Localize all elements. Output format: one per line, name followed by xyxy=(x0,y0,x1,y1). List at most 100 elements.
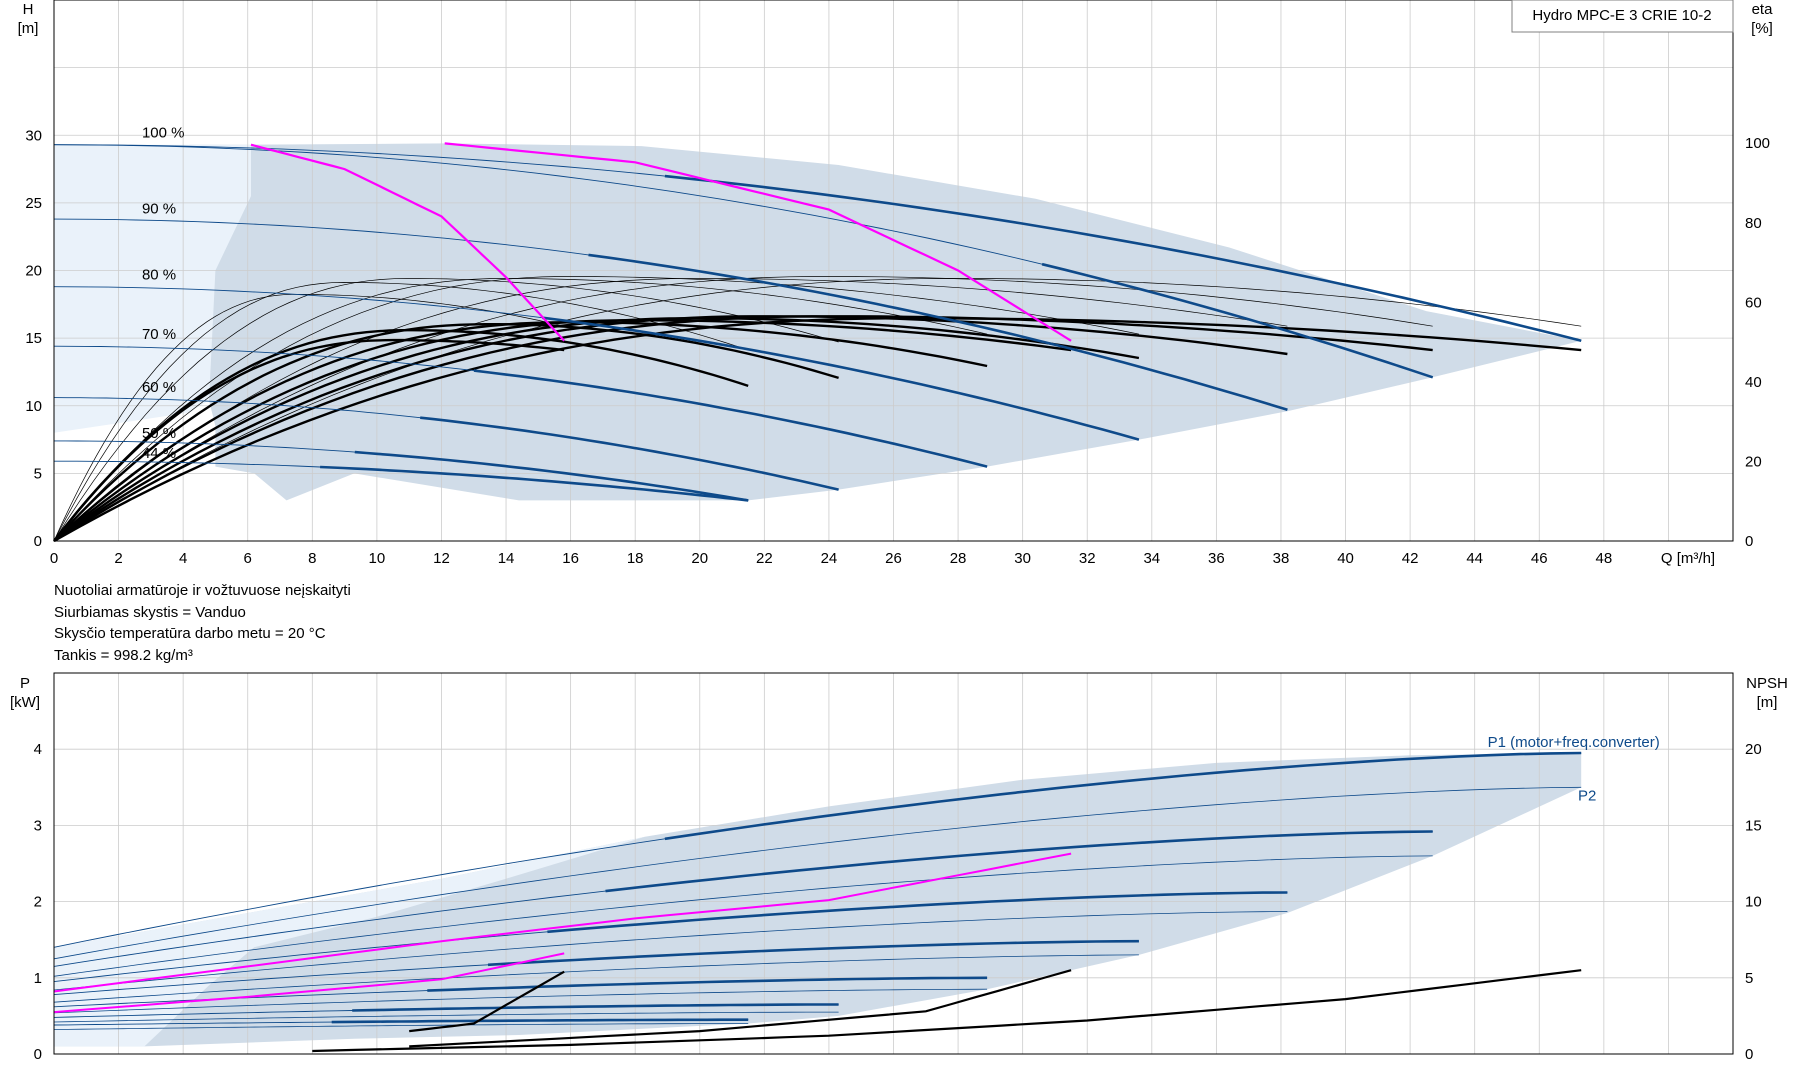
x-tick-label: 14 xyxy=(498,550,515,567)
note-line: Skysčio temperatūra darbo metu = 20 °C xyxy=(54,625,326,642)
speed-label: 70 % xyxy=(142,326,176,343)
y-tick-label: 3 xyxy=(34,817,42,834)
x-tick-label: 48 xyxy=(1596,550,1613,567)
y2-tick-label: 40 xyxy=(1745,374,1762,391)
x-tick-label: 44 xyxy=(1466,550,1483,567)
x-tick-label: 34 xyxy=(1143,550,1160,567)
p2-curve xyxy=(53,1011,839,1023)
p2-curve xyxy=(53,911,1288,991)
y-tick-label: 5 xyxy=(34,465,42,482)
p2-curve xyxy=(53,1023,749,1030)
title-box-text: Hydro MPC-E 3 CRIE 10-2 xyxy=(1532,7,1711,24)
x-tick-label: 12 xyxy=(433,550,450,567)
x-tick-label: 32 xyxy=(1079,550,1096,567)
y2-tick-label: 20 xyxy=(1745,453,1762,470)
speed-label: 60 % xyxy=(142,379,176,396)
p1-curve-operating xyxy=(331,1018,749,1024)
y-tick-label: 15 xyxy=(25,330,42,347)
y-tick-label: 0 xyxy=(34,1046,42,1063)
y2-tick-label: 0 xyxy=(1745,533,1753,550)
qh-curve-operating xyxy=(588,253,1288,412)
operating-envelope-light xyxy=(54,144,251,433)
x-tick-label: 40 xyxy=(1337,550,1354,567)
y2-tick-label: 15 xyxy=(1745,817,1762,834)
y2-axis-label: eta [%] xyxy=(1751,1,1773,37)
bep-power-curve xyxy=(53,852,1072,993)
chart-notes: Nuotoliai armatūroje ir vožtuvuose neįsk… xyxy=(54,580,351,666)
series-label: P1 (motor+freq.converter) xyxy=(1488,734,1660,751)
qh-curve-operating xyxy=(1041,262,1434,379)
p1-curve-operating xyxy=(547,891,1288,934)
note-line: Nuotoliai armatūroje ir vožtuvuose neįsk… xyxy=(54,582,351,599)
y-tick-label: 30 xyxy=(25,127,42,144)
x-axis-label: Q [m³/h] xyxy=(1661,550,1715,567)
series-label: P2 xyxy=(1578,787,1596,804)
operating-envelope xyxy=(54,753,1582,1047)
x-tick-label: 24 xyxy=(821,550,838,567)
p1-curve-operating xyxy=(487,939,1139,967)
speed-label: 80 % xyxy=(142,267,176,284)
power-chart: 0 1 2 3 4 0 5 10 15 20 P [kW] NPSH [m] P1 (motor+freq.… xyxy=(10,672,1788,1063)
efficiency-curve xyxy=(53,329,749,542)
p1-curve-operating xyxy=(352,1003,839,1012)
npsh-curve xyxy=(409,970,565,1033)
p2-curve xyxy=(53,954,1139,1003)
operating-envelope-light xyxy=(54,836,645,1047)
efficiency-curve xyxy=(53,278,988,542)
y-tick-label: 1 xyxy=(34,970,42,987)
x-tick-label: 6 xyxy=(244,550,252,567)
npsh-curve xyxy=(312,969,1582,1053)
y-tick-label: 4 xyxy=(34,741,42,758)
x-tick-label: 36 xyxy=(1208,550,1225,567)
y2-tick-label: 0 xyxy=(1745,1046,1753,1063)
y-tick-label: 10 xyxy=(25,398,42,415)
plot-frame xyxy=(53,0,1734,542)
x-tick-label: 18 xyxy=(627,550,644,567)
efficiency-curve xyxy=(53,316,1582,543)
y2-tick-label: 100 xyxy=(1745,135,1770,152)
x-tick-label: 20 xyxy=(691,550,708,567)
qh-curve-operating xyxy=(420,416,839,491)
x-tick-label: 2 xyxy=(114,550,122,567)
efficiency-curve xyxy=(53,323,839,542)
x-tick-label: 22 xyxy=(756,550,773,567)
speed-label: 90 % xyxy=(142,200,176,217)
y2-axis-label: NPSH [m] xyxy=(1746,675,1788,711)
y2-tick-label: 10 xyxy=(1745,894,1762,911)
qh-curve-operating xyxy=(542,316,1140,441)
efficiency-curve xyxy=(53,294,565,542)
x-tick-label: 4 xyxy=(179,550,187,567)
note-line: Tankis = 998.2 kg/m³ xyxy=(54,646,193,664)
efficiency-curve xyxy=(53,276,1139,542)
y-axis-label: P [kW] xyxy=(10,675,40,711)
qh-curve-operating xyxy=(354,450,749,502)
y2-tick-label: 80 xyxy=(1745,215,1762,232)
efficiency-curve xyxy=(53,278,1288,542)
efficiency-curve xyxy=(53,338,565,542)
bep-curve xyxy=(250,143,566,342)
y-axis-label: H [m] xyxy=(18,1,39,37)
x-tick-label: 26 xyxy=(885,550,902,567)
plot-frame xyxy=(53,672,1734,1055)
qh-curve-operating xyxy=(664,174,1582,343)
x-tick-label: 30 xyxy=(1014,550,1031,567)
y-tick-label: 20 xyxy=(25,263,42,280)
y2-tick-label: 20 xyxy=(1745,741,1762,758)
x-tick-label: 46 xyxy=(1531,550,1548,567)
speed-label: 100 % xyxy=(142,125,185,142)
p1-curve-operating xyxy=(664,751,1582,841)
title-box xyxy=(1511,0,1734,33)
qh-curve-operating xyxy=(320,465,749,502)
efficiency-curve xyxy=(53,278,839,542)
y-tick-label: 25 xyxy=(25,195,42,212)
bep-curve xyxy=(444,142,1072,342)
speed-label: 50 % xyxy=(142,425,176,442)
x-tick-label: 8 xyxy=(308,550,316,567)
x-tick-label: 28 xyxy=(950,550,967,567)
x-tick-label: 10 xyxy=(369,550,386,567)
y-tick-label: 2 xyxy=(34,894,42,911)
y2-tick-label: 5 xyxy=(1745,970,1753,987)
speed-label: 44 % xyxy=(142,445,176,462)
bep-power-curve xyxy=(53,952,565,1014)
